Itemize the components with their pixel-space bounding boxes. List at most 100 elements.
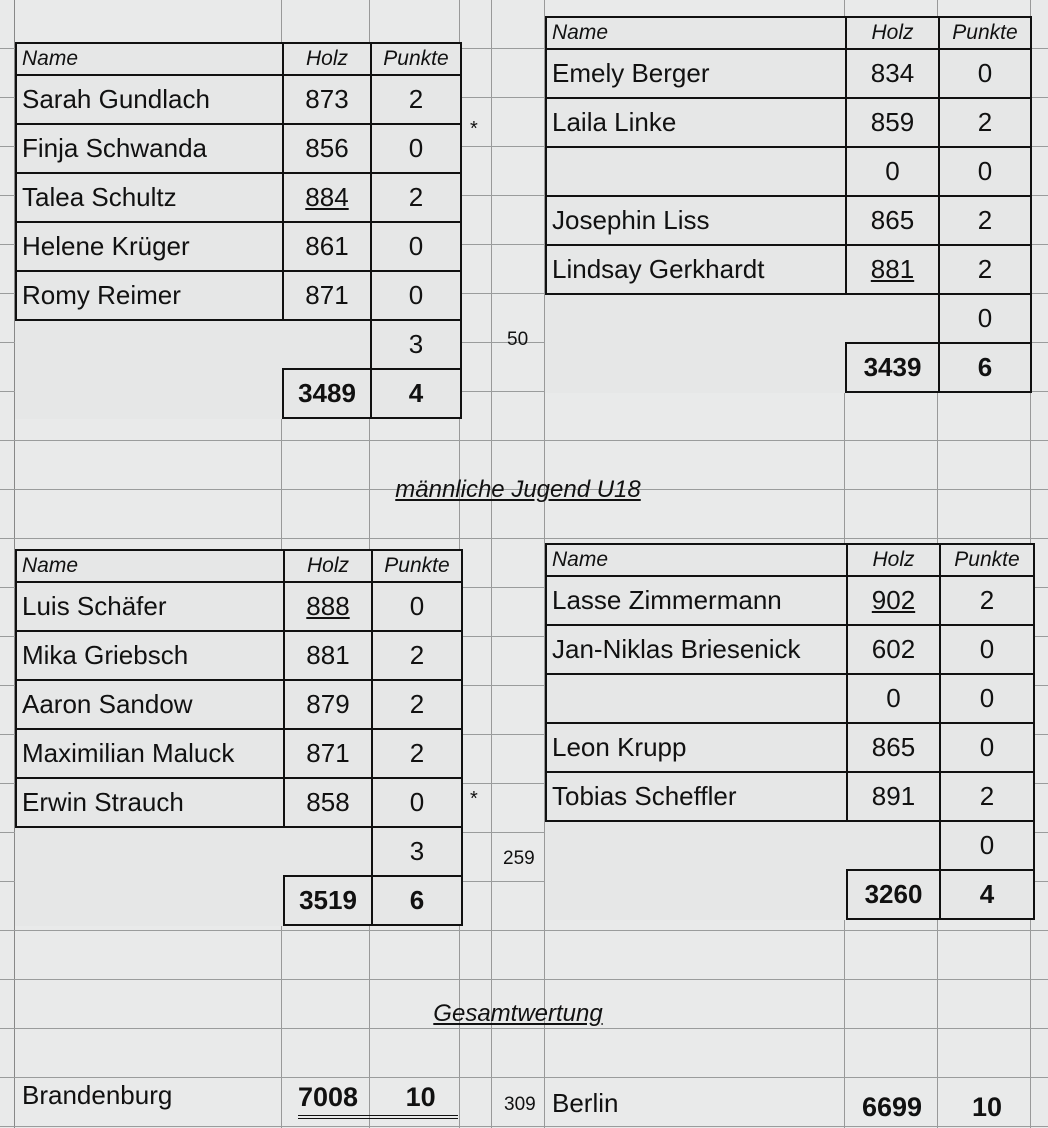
total-holz: 3519 bbox=[283, 875, 373, 926]
holz-value: 871 bbox=[305, 280, 349, 310]
table-row: Lasse Zimmermann 902 2 bbox=[545, 575, 1035, 626]
team-left-holz: 7008 bbox=[298, 1082, 359, 1112]
header-name: Name bbox=[545, 16, 847, 50]
player-name: Leon Krupp bbox=[545, 722, 848, 773]
extra-points-row: 3 bbox=[16, 826, 463, 877]
team-right-punkte: 10 bbox=[972, 1092, 1003, 1122]
team-left-totals: 7008 10 bbox=[298, 1082, 458, 1119]
table-row: Mika Griebsch 881 2 bbox=[15, 630, 463, 681]
player-name: Erwin Strauch bbox=[15, 777, 285, 828]
holz-value: 861 bbox=[305, 231, 349, 261]
total-row: 3260 4 bbox=[546, 869, 1035, 920]
holz-value: 888 bbox=[306, 591, 350, 621]
player-holz: 873 bbox=[282, 74, 372, 125]
player-punkte: 0 bbox=[371, 581, 463, 632]
table-row: Jan-Niklas Briesenick 602 0 bbox=[545, 624, 1035, 675]
player-name: Helene Krüger bbox=[15, 221, 284, 272]
star-mark: * bbox=[470, 788, 478, 810]
extra-points-row: 0 bbox=[546, 293, 1032, 344]
player-punkte: 2 bbox=[938, 97, 1032, 148]
table-row: Finja Schwanda 856 0 bbox=[15, 123, 462, 174]
player-punkte: 2 bbox=[371, 679, 463, 730]
total-punkte: 6 bbox=[938, 342, 1032, 393]
player-name bbox=[545, 146, 847, 197]
holz-value: 879 bbox=[306, 689, 350, 719]
header-row: Name Holz Punkte bbox=[545, 543, 1035, 577]
table-row: Romy Reimer 871 0 bbox=[15, 270, 462, 321]
empty-cell bbox=[284, 827, 372, 876]
difference-value: 259 bbox=[503, 848, 535, 869]
team-left-name: Brandenburg bbox=[22, 1080, 173, 1110]
player-name: Laila Linke bbox=[545, 97, 847, 148]
player-holz: 858 bbox=[283, 777, 373, 828]
holz-value: 834 bbox=[870, 58, 915, 88]
player-name: Romy Reimer bbox=[15, 270, 284, 321]
total-difference: 309 bbox=[504, 1094, 536, 1115]
player-holz: 602 bbox=[846, 624, 941, 675]
table-row: Luis Schäfer 888 0 bbox=[15, 581, 463, 632]
player-holz: 879 bbox=[283, 679, 373, 730]
header-name: Name bbox=[15, 549, 285, 583]
header-holz: Holz bbox=[282, 42, 372, 76]
table-row: Emely Berger 834 0 bbox=[545, 48, 1032, 99]
team-right-name: Berlin bbox=[552, 1088, 619, 1118]
total-row: 3439 6 bbox=[546, 342, 1032, 393]
total-punkte: 6 bbox=[371, 875, 463, 926]
player-name: Aaron Sandow bbox=[15, 679, 285, 730]
player-punkte: 0 bbox=[938, 48, 1032, 99]
holz-value: 858 bbox=[306, 787, 350, 817]
holz-value: 856 bbox=[305, 133, 349, 163]
player-holz: 888 bbox=[283, 581, 373, 632]
player-punkte: 2 bbox=[371, 728, 463, 779]
player-name: Emely Berger bbox=[545, 48, 847, 99]
empty-cell bbox=[16, 827, 284, 876]
team-right-holz: 6699 bbox=[862, 1092, 923, 1122]
holz-value: 865 bbox=[870, 205, 915, 235]
star-mark: * bbox=[470, 118, 478, 140]
table-row: Erwin Strauch 858 0 bbox=[15, 777, 463, 828]
empty-cell bbox=[546, 294, 846, 343]
header-row: Name Holz Punkte bbox=[545, 16, 1032, 50]
player-name: Josephin Liss bbox=[545, 195, 847, 246]
player-punkte: 2 bbox=[370, 74, 462, 125]
player-holz: 902 bbox=[846, 575, 941, 626]
player-punkte: 0 bbox=[370, 270, 462, 321]
total-row: 3489 4 bbox=[16, 368, 462, 419]
section-title-gesamt: Gesamtwertung bbox=[433, 1000, 603, 1027]
header-holz: Holz bbox=[283, 549, 373, 583]
player-holz: 881 bbox=[283, 630, 373, 681]
player-punkte: 2 bbox=[371, 630, 463, 681]
player-name: Mika Griebsch bbox=[15, 630, 285, 681]
table-row: Maximilian Maluck 871 2 bbox=[15, 728, 463, 779]
player-holz: 859 bbox=[845, 97, 940, 148]
player-name: Jan-Niklas Briesenick bbox=[545, 624, 848, 675]
holz-value: 0 bbox=[886, 683, 901, 713]
player-holz: 871 bbox=[282, 270, 372, 321]
table-row: Laila Linke 859 2 bbox=[545, 97, 1032, 148]
player-punkte: 2 bbox=[938, 244, 1032, 295]
score-table-u18-right: Name Holz Punkte Lasse Zimmermann 902 2 Jan-Ni… bbox=[545, 543, 1035, 920]
player-name: Maximilian Maluck bbox=[15, 728, 285, 779]
player-punkte: 0 bbox=[370, 123, 462, 174]
table-row: Sarah Gundlach 873 2 bbox=[15, 74, 462, 125]
total-holz: 3489 bbox=[282, 368, 372, 419]
player-name: Lindsay Gerkhardt bbox=[545, 244, 847, 295]
holz-value: 881 bbox=[870, 254, 915, 284]
player-name bbox=[545, 673, 848, 724]
player-punkte: 2 bbox=[370, 172, 462, 223]
player-name: Sarah Gundlach bbox=[15, 74, 284, 125]
holz-value: 891 bbox=[871, 781, 916, 811]
player-holz: 834 bbox=[845, 48, 940, 99]
total-row: 3519 6 bbox=[16, 875, 463, 926]
table-row: Tobias Scheffler 891 2 bbox=[545, 771, 1035, 822]
table-row: Leon Krupp 865 0 bbox=[545, 722, 1035, 773]
player-punkte: 0 bbox=[939, 624, 1035, 675]
score-table-top-left: Name Holz Punkte Sarah Gundlach 873 2 Finja Sc… bbox=[15, 42, 462, 419]
player-name: Luis Schäfer bbox=[15, 581, 285, 632]
extra-punkte: 0 bbox=[939, 820, 1035, 871]
team-left-punkte: 10 bbox=[405, 1082, 436, 1112]
score-table-top-right: Name Holz Punkte Emely Berger 834 0 Laila Link… bbox=[545, 16, 1032, 393]
player-punkte: 2 bbox=[938, 195, 1032, 246]
table-row: Lindsay Gerkhardt 881 2 bbox=[545, 244, 1032, 295]
player-holz: 861 bbox=[282, 221, 372, 272]
